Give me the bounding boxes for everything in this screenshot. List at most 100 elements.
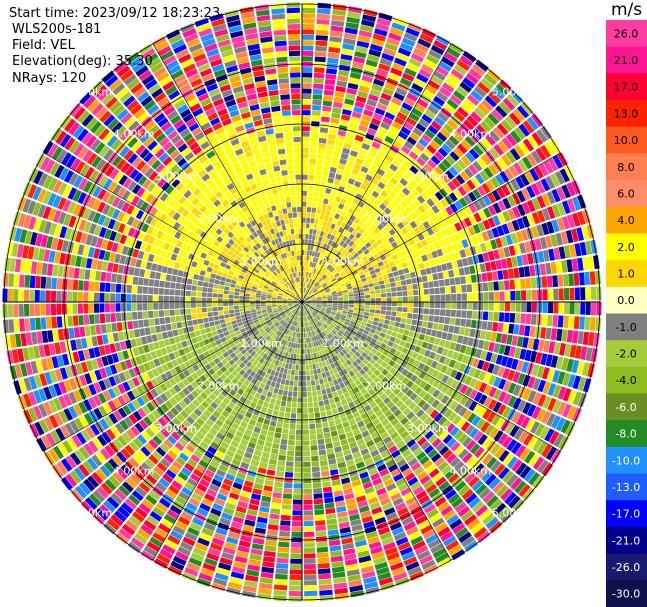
range-gate — [45, 303, 51, 316]
range-gate — [302, 2, 316, 8]
range-gate — [487, 113, 500, 125]
range-gate — [467, 302, 473, 310]
range-gate — [474, 244, 482, 254]
range-gate — [324, 502, 335, 509]
range-gate — [286, 374, 291, 380]
range-gate — [439, 430, 449, 441]
range-gate — [393, 435, 403, 445]
range-gate — [300, 306, 302, 311]
range-gate — [434, 496, 447, 508]
range-gate — [454, 200, 463, 210]
range-gate — [349, 256, 355, 262]
range-gate — [316, 315, 321, 320]
range-gate — [438, 239, 446, 248]
range-gate — [377, 231, 384, 238]
range-gate — [357, 188, 365, 196]
range-gate — [470, 90, 483, 102]
range-gate — [373, 334, 379, 340]
range-gate — [451, 549, 466, 561]
range-gate — [330, 223, 336, 230]
range-gate — [474, 264, 481, 274]
range-gate — [433, 257, 441, 266]
range-gate — [336, 346, 342, 353]
range-gate — [409, 132, 420, 142]
range-gate — [502, 470, 514, 483]
range-gate — [302, 93, 312, 100]
range-gate — [454, 501, 467, 513]
range-gate — [381, 306, 387, 311]
range-gate — [472, 302, 478, 310]
range-gate — [347, 207, 355, 215]
range-gate — [330, 311, 337, 315]
range-gate — [223, 298, 229, 302]
range-gate — [323, 215, 330, 222]
range-gate — [373, 78, 385, 87]
range-gate — [353, 261, 359, 268]
range-gate — [483, 302, 489, 311]
range-gate — [373, 436, 382, 444]
range-gate — [303, 510, 314, 516]
range-gate — [280, 400, 287, 407]
range-gate — [353, 252, 359, 259]
range-gate — [383, 478, 394, 487]
range-gate — [279, 530, 290, 537]
range-gate — [314, 257, 319, 263]
range-gate — [329, 234, 335, 241]
range-gate — [302, 137, 310, 143]
range-gate — [396, 182, 405, 191]
range-gate — [327, 133, 337, 140]
range-gate — [311, 466, 320, 473]
range-gate — [364, 174, 373, 182]
range-gate — [413, 208, 422, 217]
range-gate — [261, 566, 274, 574]
range-gate — [294, 375, 299, 381]
range-gate — [296, 424, 302, 430]
range-gate — [289, 569, 302, 575]
range-gate — [372, 277, 379, 283]
range-gate — [515, 462, 527, 476]
range-gate — [482, 311, 489, 321]
range-gate — [402, 296, 408, 302]
range-gate — [321, 282, 327, 287]
range-gate — [290, 413, 297, 419]
range-gate — [317, 373, 323, 380]
range-gate — [305, 233, 309, 240]
range-gate — [349, 150, 359, 158]
range-gate — [484, 134, 496, 146]
range-gate — [521, 361, 529, 373]
range-gate — [316, 304, 322, 306]
range-gate — [497, 140, 509, 153]
range-gate — [314, 67, 325, 74]
range-gate — [359, 298, 365, 302]
range-gate — [401, 187, 411, 196]
range-gate — [355, 333, 361, 339]
range-gate — [316, 368, 321, 374]
range-gate — [313, 281, 318, 287]
range-gate — [303, 282, 305, 288]
range-gate — [312, 391, 317, 397]
range-gate — [541, 222, 550, 236]
range-gate — [329, 259, 335, 266]
range-gate — [369, 328, 376, 334]
range-gate — [337, 322, 343, 328]
range-gate — [305, 359, 309, 365]
range-gate — [335, 140, 344, 148]
range-gate — [502, 97, 516, 111]
range-gate — [508, 165, 519, 178]
range-gate — [371, 551, 385, 560]
range-gate — [506, 94, 520, 107]
range-gate — [302, 88, 312, 94]
range-gate — [390, 468, 401, 478]
range-gate — [516, 190, 526, 203]
range-gate — [391, 287, 397, 292]
range-gate — [379, 145, 389, 154]
range-gate — [355, 239, 362, 246]
range-gate — [377, 572, 392, 581]
range-gate — [297, 392, 302, 398]
range-gate — [434, 166, 444, 176]
range-gate — [36, 331, 43, 344]
range-gate — [346, 459, 355, 467]
range-gate — [468, 496, 481, 509]
range-gate — [410, 462, 422, 472]
range-gate — [394, 338, 401, 345]
